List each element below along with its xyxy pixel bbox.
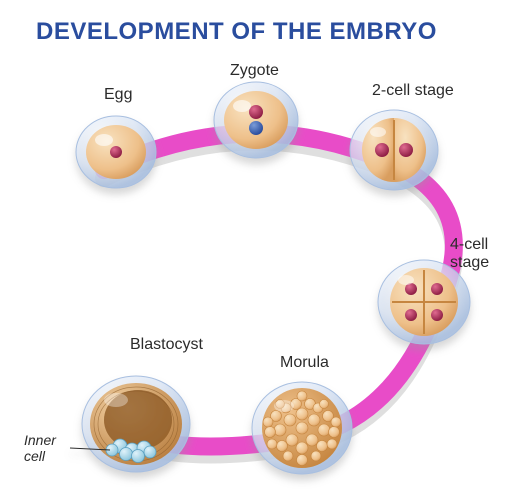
stage-2cell [350,110,438,190]
stage-zygote [214,82,298,158]
stage-4cell [378,260,470,344]
label-4cell: 4-cell stage [450,236,489,272]
stage-egg [76,116,156,188]
label-morula: Morula [280,354,329,372]
diagram-canvas: DEVELOPMENT OF THE EMBRYO [0,0,520,503]
stage-blastocyst [70,376,190,472]
label-inner-cell: Inner cell [24,432,56,464]
label-zygote: Zygote [230,62,279,80]
label-egg: Egg [104,86,132,104]
stage-morula [252,382,352,474]
label-2cell: 2-cell stage [372,82,454,100]
label-blastocyst: Blastocyst [130,336,203,354]
